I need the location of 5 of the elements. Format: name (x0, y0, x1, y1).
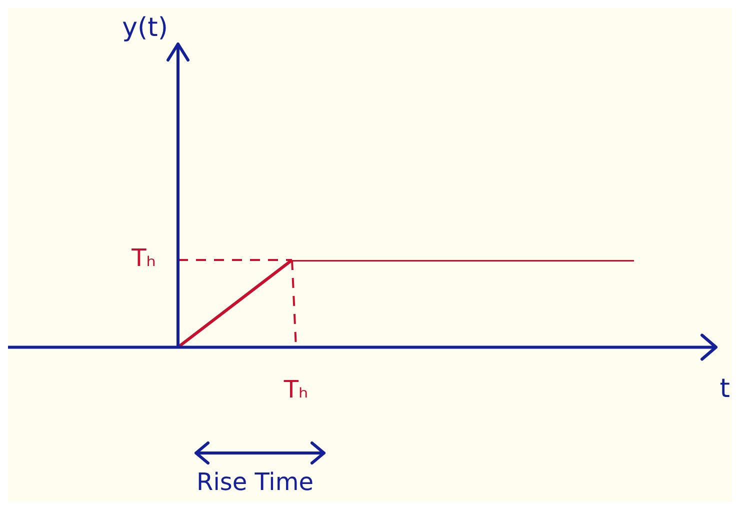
text: Rise Time (196, 468, 314, 496)
ref-line-label: Tₕ (130, 244, 156, 272)
text: Tₕ (282, 375, 308, 404)
text: y(t) (122, 12, 168, 43)
x-axis-title: t (720, 374, 730, 404)
